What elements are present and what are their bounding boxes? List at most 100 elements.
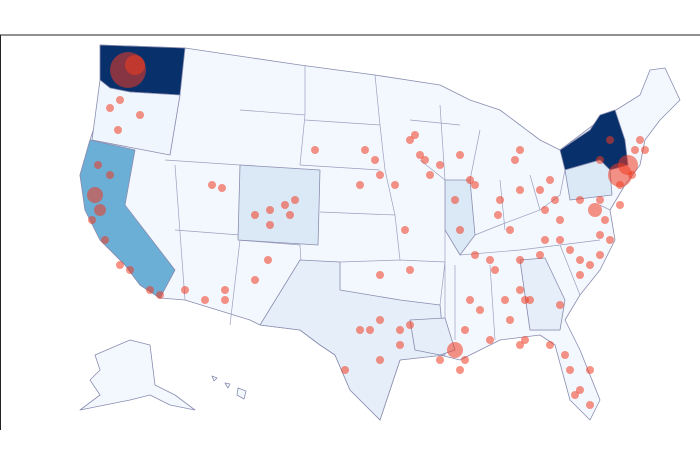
- point: [471, 181, 479, 189]
- point: [451, 196, 459, 204]
- point: [491, 266, 499, 274]
- point: [566, 246, 574, 254]
- point: [114, 126, 122, 134]
- point: [526, 296, 534, 304]
- point: [616, 181, 624, 189]
- point: [536, 186, 544, 194]
- point: [516, 341, 524, 349]
- point: [596, 196, 604, 204]
- point: [406, 321, 414, 329]
- point: [456, 366, 464, 374]
- point: [136, 111, 144, 119]
- point: [361, 146, 369, 154]
- point: [541, 236, 549, 244]
- point: [541, 206, 549, 214]
- point: [601, 216, 609, 224]
- point: [576, 386, 584, 394]
- point: [551, 196, 559, 204]
- point: [218, 184, 226, 192]
- point: [571, 391, 579, 399]
- state-colorado: [237, 164, 321, 246]
- point: [471, 251, 479, 259]
- point: [494, 211, 502, 219]
- point: [461, 326, 469, 334]
- point: [546, 176, 554, 184]
- point: [221, 296, 229, 304]
- point: [125, 55, 145, 75]
- point: [376, 356, 384, 364]
- point: [416, 151, 424, 159]
- point: [556, 236, 564, 244]
- point: [586, 366, 594, 374]
- point: [201, 296, 209, 304]
- point: [631, 146, 639, 154]
- point: [376, 171, 384, 179]
- point: [356, 326, 364, 334]
- point: [556, 216, 564, 224]
- point: [94, 204, 106, 216]
- point: [251, 211, 259, 219]
- point: [101, 236, 109, 244]
- point: [146, 286, 154, 294]
- point: [618, 155, 638, 175]
- point: [546, 341, 554, 349]
- point: [456, 151, 464, 159]
- point: [606, 236, 614, 244]
- point: [106, 171, 114, 179]
- point: [486, 256, 494, 264]
- state-new-york: [559, 109, 629, 171]
- state-texas: [259, 259, 446, 421]
- point: [536, 251, 544, 259]
- point: [466, 296, 474, 304]
- point: [576, 196, 584, 204]
- point: [586, 401, 594, 409]
- point: [88, 216, 96, 224]
- point: [556, 301, 564, 309]
- point: [281, 201, 289, 209]
- point: [391, 181, 399, 189]
- point: [586, 261, 594, 269]
- point: [516, 286, 524, 294]
- point: [588, 203, 602, 217]
- state-california: [79, 139, 176, 299]
- point: [156, 291, 164, 299]
- point: [606, 136, 614, 144]
- alaska: [79, 339, 196, 411]
- point: [466, 176, 474, 184]
- point: [596, 251, 604, 259]
- point: [406, 266, 414, 274]
- point: [406, 136, 414, 144]
- point: [641, 146, 649, 154]
- point: [181, 286, 189, 294]
- point: [421, 156, 429, 164]
- point: [106, 104, 114, 112]
- point: [486, 336, 494, 344]
- point: [506, 316, 514, 324]
- point: [266, 221, 274, 229]
- point: [476, 306, 484, 314]
- point: [356, 181, 364, 189]
- point: [447, 342, 463, 358]
- point: [251, 276, 259, 284]
- point: [94, 161, 102, 169]
- point: [426, 171, 434, 179]
- point: [496, 196, 504, 204]
- point: [266, 206, 274, 214]
- point: [566, 366, 574, 374]
- point: [87, 187, 103, 203]
- point: [291, 196, 299, 204]
- point: [628, 171, 636, 179]
- point: [516, 146, 524, 154]
- point: [616, 201, 624, 209]
- point: [286, 211, 294, 219]
- point: [366, 326, 374, 334]
- point: [208, 181, 216, 189]
- point: [116, 261, 124, 269]
- point: [576, 271, 584, 279]
- point: [376, 316, 384, 324]
- point: [311, 146, 319, 154]
- point: [411, 131, 419, 139]
- point: [521, 336, 529, 344]
- point: [396, 326, 404, 334]
